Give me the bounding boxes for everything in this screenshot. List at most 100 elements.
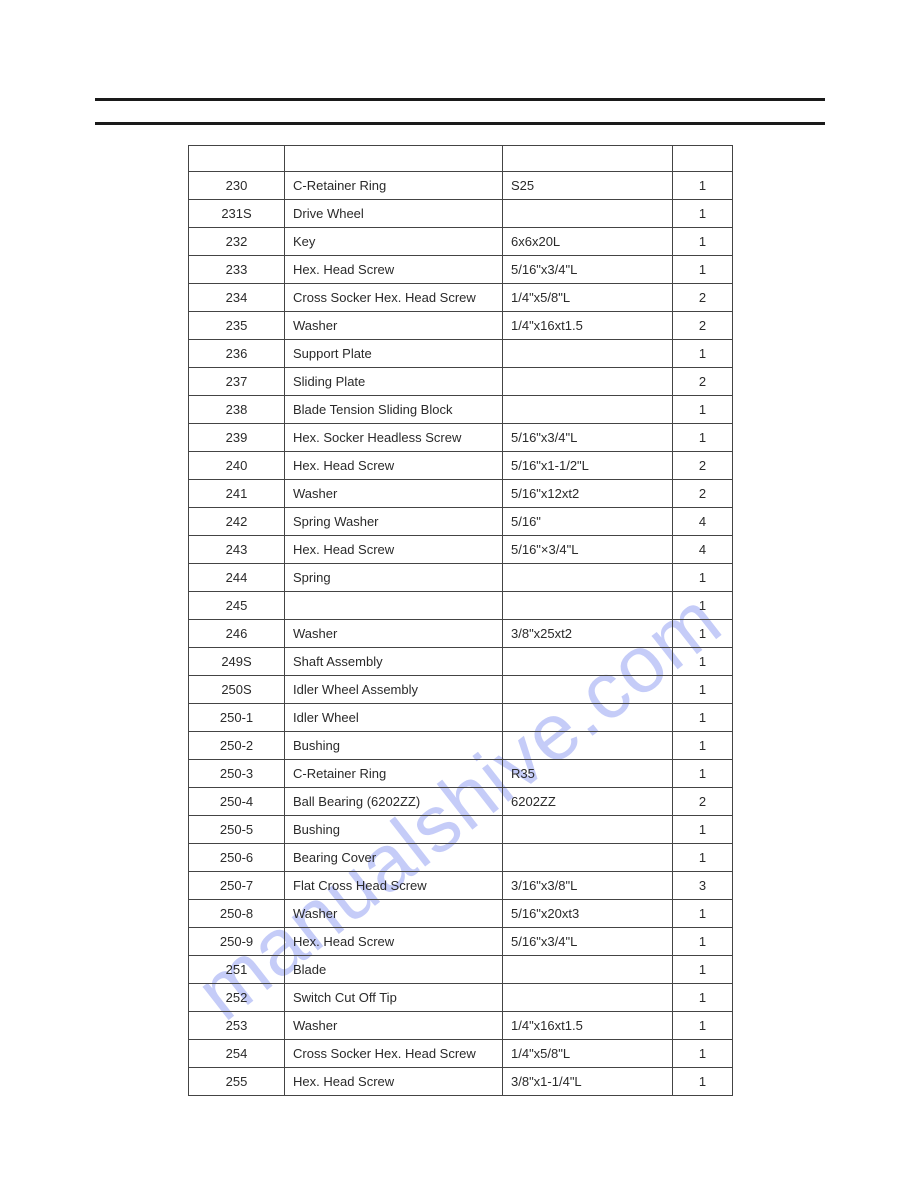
- part-number-cell: 250-2: [189, 732, 285, 760]
- description-cell: Spring: [285, 564, 503, 592]
- quantity-cell: 1: [673, 844, 733, 872]
- table-row: 235Washer1/4"x16xt1.52: [189, 312, 733, 340]
- part-number-cell: 240: [189, 452, 285, 480]
- table-row: 230C-Retainer RingS251: [189, 172, 733, 200]
- description-cell: Bushing: [285, 732, 503, 760]
- table-row: 253Washer1/4"x16xt1.51: [189, 1012, 733, 1040]
- part-number-cell: 250-9: [189, 928, 285, 956]
- specification-cell: [503, 340, 673, 368]
- part-number-cell: 252: [189, 984, 285, 1012]
- part-number-cell: 253: [189, 1012, 285, 1040]
- specification-cell: 6202ZZ: [503, 788, 673, 816]
- description-cell: C-Retainer Ring: [285, 760, 503, 788]
- description-cell: Drive Wheel: [285, 200, 503, 228]
- table-row: 237Sliding Plate2: [189, 368, 733, 396]
- specification-cell: [503, 368, 673, 396]
- table-row: 240Hex. Head Screw5/16"x1-1/2"L2: [189, 452, 733, 480]
- specification-cell: [503, 396, 673, 424]
- quantity-cell: 4: [673, 536, 733, 564]
- table-row: 250-7Flat Cross Head Screw3/16"x3/8"L3: [189, 872, 733, 900]
- specification-cell: [503, 592, 673, 620]
- description-cell: Hex. Head Screw: [285, 452, 503, 480]
- quantity-cell: 2: [673, 788, 733, 816]
- part-number-cell: 233: [189, 256, 285, 284]
- part-number-cell: 237: [189, 368, 285, 396]
- description-cell: [285, 592, 503, 620]
- table-row: 250-2Bushing 1: [189, 732, 733, 760]
- part-number-cell: 238: [189, 396, 285, 424]
- table-row: 250-1Idler Wheel1: [189, 704, 733, 732]
- table-row: 255Hex. Head Screw3/8"x1-1/4"L1: [189, 1068, 733, 1096]
- horizontal-rule-2: [95, 122, 825, 125]
- specification-cell: [503, 564, 673, 592]
- part-number-cell: 245: [189, 592, 285, 620]
- description-cell: Sliding Plate: [285, 368, 503, 396]
- description-cell: Flat Cross Head Screw: [285, 872, 503, 900]
- part-number-cell: 241: [189, 480, 285, 508]
- description-cell: Washer: [285, 312, 503, 340]
- parts-table: 230C-Retainer RingS251231SDrive Wheel123…: [188, 145, 733, 1096]
- description-cell: Hex. Head Screw: [285, 256, 503, 284]
- part-number-cell: 236: [189, 340, 285, 368]
- table-row: 232Key6x6x20L1: [189, 228, 733, 256]
- specification-cell: 5/16"x3/4"L: [503, 256, 673, 284]
- part-number-cell: 250S: [189, 676, 285, 704]
- part-number-cell: 243: [189, 536, 285, 564]
- quantity-cell: 1: [673, 620, 733, 648]
- specification-cell: [503, 956, 673, 984]
- quantity-cell: 1: [673, 732, 733, 760]
- specification-cell: [503, 200, 673, 228]
- quantity-cell: 1: [673, 1012, 733, 1040]
- specification-cell: 5/16": [503, 508, 673, 536]
- description-cell: Cross Socker Hex. Head Screw: [285, 1040, 503, 1068]
- description-cell: Bearing Cover: [285, 844, 503, 872]
- part-number-cell: 239: [189, 424, 285, 452]
- quantity-cell: 4: [673, 508, 733, 536]
- table-row: 241Washer5/16"x12xt22: [189, 480, 733, 508]
- table-row: 242Spring Washer5/16"4: [189, 508, 733, 536]
- specification-cell: [503, 704, 673, 732]
- table-row: 234Cross Socker Hex. Head Screw1/4"x5/8"…: [189, 284, 733, 312]
- quantity-cell: 1: [673, 1068, 733, 1096]
- part-number-cell: 234: [189, 284, 285, 312]
- table-row: 243Hex. Head Screw5/16"×3/4"L4: [189, 536, 733, 564]
- description-cell: Idler Wheel Assembly: [285, 676, 503, 704]
- specification-cell: 5/16"x1-1/2"L: [503, 452, 673, 480]
- description-cell: Spring Washer: [285, 508, 503, 536]
- parts-table-container: 230C-Retainer RingS251231SDrive Wheel123…: [188, 145, 732, 1096]
- description-cell: Washer: [285, 1012, 503, 1040]
- description-cell: Hex. Head Screw: [285, 1068, 503, 1096]
- part-number-cell: 250-8: [189, 900, 285, 928]
- quantity-cell: 1: [673, 816, 733, 844]
- description-cell: Idler Wheel: [285, 704, 503, 732]
- specification-cell: R35: [503, 760, 673, 788]
- quantity-cell: 1: [673, 956, 733, 984]
- part-number-cell: 251: [189, 956, 285, 984]
- quantity-cell: 1: [673, 900, 733, 928]
- quantity-cell: 3: [673, 872, 733, 900]
- part-number-cell: 230: [189, 172, 285, 200]
- specification-cell: [503, 984, 673, 1012]
- part-number-cell: 250-7: [189, 872, 285, 900]
- part-number-cell: 250-1: [189, 704, 285, 732]
- part-number-cell: 232: [189, 228, 285, 256]
- table-row: 250-3C-Retainer RingR351: [189, 760, 733, 788]
- specification-cell: [503, 146, 673, 172]
- quantity-cell: 1: [673, 564, 733, 592]
- part-number-cell: 255: [189, 1068, 285, 1096]
- part-number-cell: 250-5: [189, 816, 285, 844]
- quantity-cell: 2: [673, 284, 733, 312]
- quantity-cell: 1: [673, 172, 733, 200]
- specification-cell: [503, 816, 673, 844]
- specification-cell: [503, 732, 673, 760]
- description-cell: Ball Bearing (6202ZZ): [285, 788, 503, 816]
- specification-cell: 5/16"x12xt2: [503, 480, 673, 508]
- table-row: 246Washer3/8"x25xt21: [189, 620, 733, 648]
- specification-cell: 1/4"x5/8"L: [503, 1040, 673, 1068]
- specification-cell: 1/4"x5/8"L: [503, 284, 673, 312]
- specification-cell: 6x6x20L: [503, 228, 673, 256]
- table-row: 250SIdler Wheel Assembly1: [189, 676, 733, 704]
- part-number-cell: 242: [189, 508, 285, 536]
- specification-cell: 3/16"x3/8"L: [503, 872, 673, 900]
- quantity-cell: 2: [673, 312, 733, 340]
